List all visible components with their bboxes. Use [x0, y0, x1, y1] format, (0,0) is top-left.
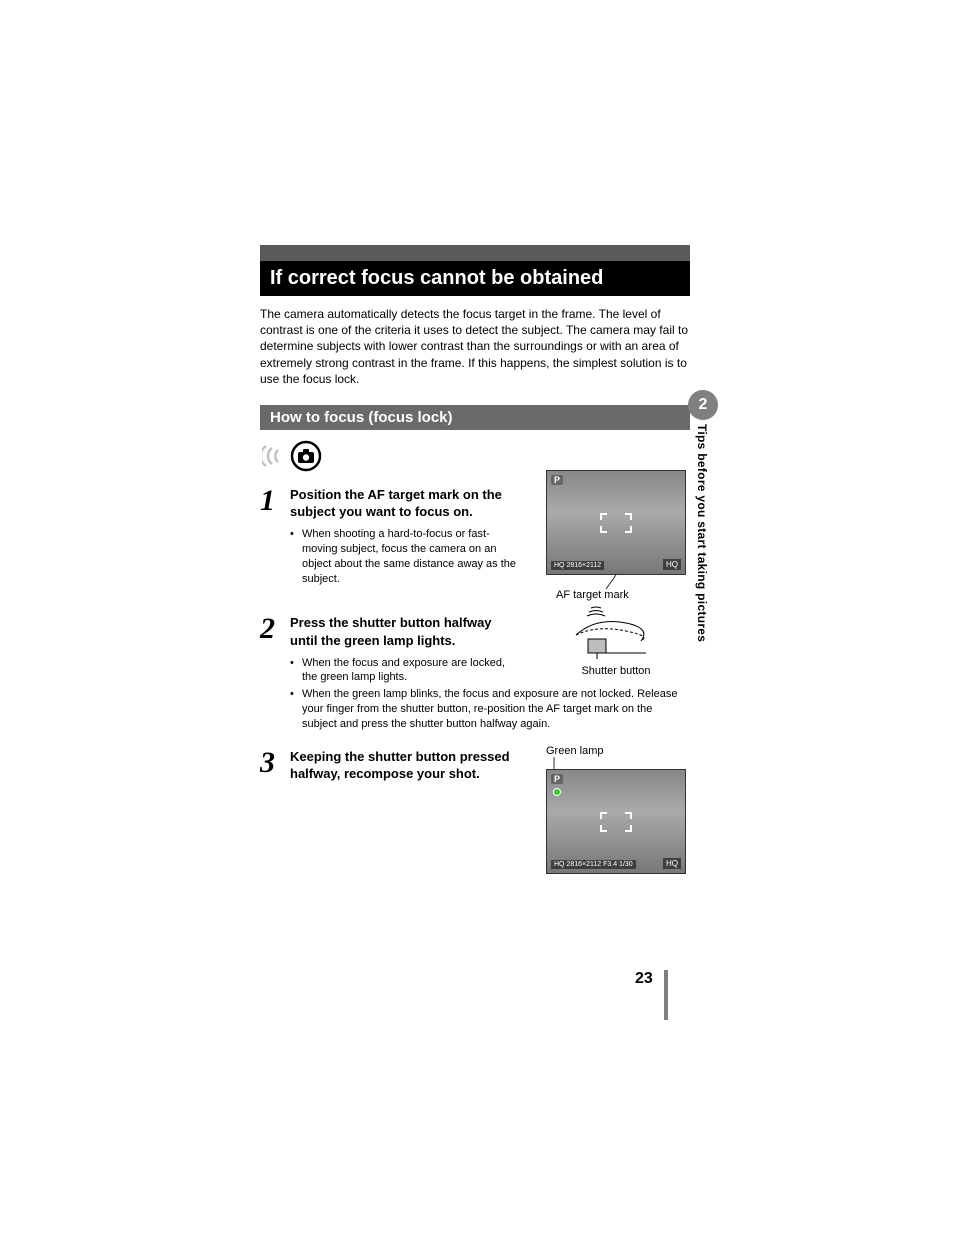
shooting-mode-icon — [262, 440, 690, 472]
exposure-readout: HQ 2816×2112 F3.4 1/30 — [551, 860, 636, 869]
page-number-bar — [664, 970, 668, 1020]
section-title: If correct focus cannot be obtained — [260, 245, 690, 296]
chapter-number-badge: 2 — [688, 390, 718, 420]
subsection-heading: How to focus (focus lock) — [260, 405, 690, 430]
figure-green-lamp: Green lamp P HQ HQ 2816×2112 F3.4 1/30 — [546, 745, 686, 874]
page-number: 23 — [635, 970, 653, 988]
step-number: 1 — [260, 486, 290, 516]
af-target-brackets-icon — [599, 512, 633, 534]
step-title: Press the shutter button halfway until t… — [290, 614, 520, 649]
step-title: Keeping the shutter button pressed halfw… — [290, 748, 520, 783]
figure-caption: Shutter button — [556, 665, 676, 677]
step-title: Position the AF target mark on the subje… — [290, 486, 520, 521]
figure-caption: Green lamp — [546, 745, 686, 757]
lcd-screenshot: P HQ HQ 2816×2112 F3.4 1/30 — [546, 769, 686, 874]
resolution-readout: HQ 2816×2112 — [551, 561, 604, 570]
step-bullet: When the focus and exposure are locked, … — [290, 656, 520, 686]
figure-caption: AF target mark — [556, 589, 686, 601]
af-target-brackets-icon — [599, 811, 633, 833]
quality-badge: HQ — [663, 858, 681, 869]
lcd-screenshot: P HQ HQ 2816×2112 — [546, 470, 686, 575]
mode-badge: P — [551, 774, 563, 784]
step-number: 3 — [260, 748, 290, 778]
step-number: 2 — [260, 614, 290, 644]
shutter-press-diagram-icon — [556, 605, 676, 660]
intro-paragraph: The camera automatically detects the foc… — [260, 306, 690, 387]
green-lamp-indicator-icon — [553, 788, 561, 796]
mode-badge: P — [551, 475, 563, 485]
figure-shutter-button: Shutter button — [556, 605, 676, 677]
chapter-title-vertical: Tips before you start taking pictures — [695, 424, 709, 642]
chapter-side-tab: 2 Tips before you start taking pictures — [688, 390, 718, 642]
step-bullet: When shooting a hard-to-focus or fast-mo… — [290, 527, 520, 586]
figure-af-target: P HQ HQ 2816×2112 AF target mark — [546, 470, 686, 601]
step-bullet: When the green lamp blinks, the focus an… — [290, 687, 690, 732]
quality-badge: HQ — [663, 559, 681, 570]
pointer-line-icon — [546, 757, 686, 769]
